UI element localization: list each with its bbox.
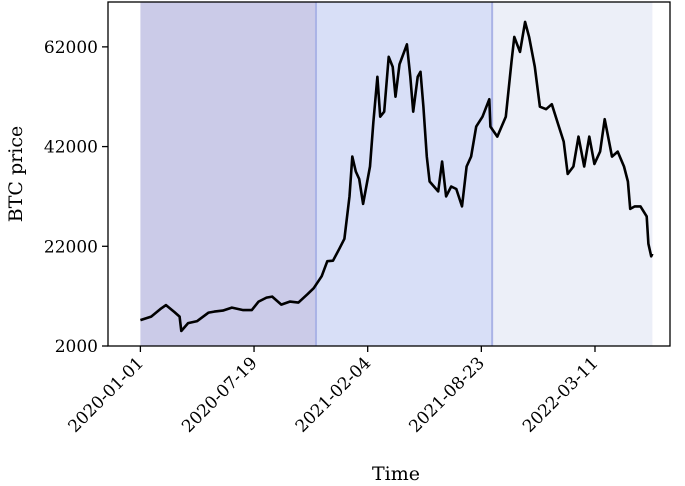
x-tick-label: 2022-03-11: [519, 353, 602, 436]
x-tick-label: 2020-01-01: [64, 353, 147, 436]
y-tick-label: 62000: [44, 38, 98, 58]
series-layer: [139, 20, 654, 333]
x-tick-label: 2021-08-23: [405, 353, 488, 436]
plot-frame: [107, 1, 671, 347]
shaded-regions: [140, 2, 653, 346]
shaded-region-1: [140, 2, 316, 346]
y-tick-label: 22000: [44, 237, 98, 257]
shaded-region-3: [492, 2, 653, 346]
x-axis: 2020-01-01 2020-07-19 2021-02-04 2021-08-23…: [64, 346, 603, 437]
x-tick-label: 2020-07-19: [178, 353, 261, 436]
y-axis-label: BTC price: [5, 126, 27, 222]
y-axis: 2000 22000 42000 62000: [44, 38, 108, 357]
y-tick-label: 2000: [55, 337, 98, 357]
y-tick-label: 42000: [44, 138, 98, 158]
x-tick-label: 2021-02-04: [292, 353, 375, 436]
x-axis-label: Time: [372, 463, 420, 485]
shaded-region-2: [315, 2, 493, 346]
series-line-1: [139, 20, 654, 333]
